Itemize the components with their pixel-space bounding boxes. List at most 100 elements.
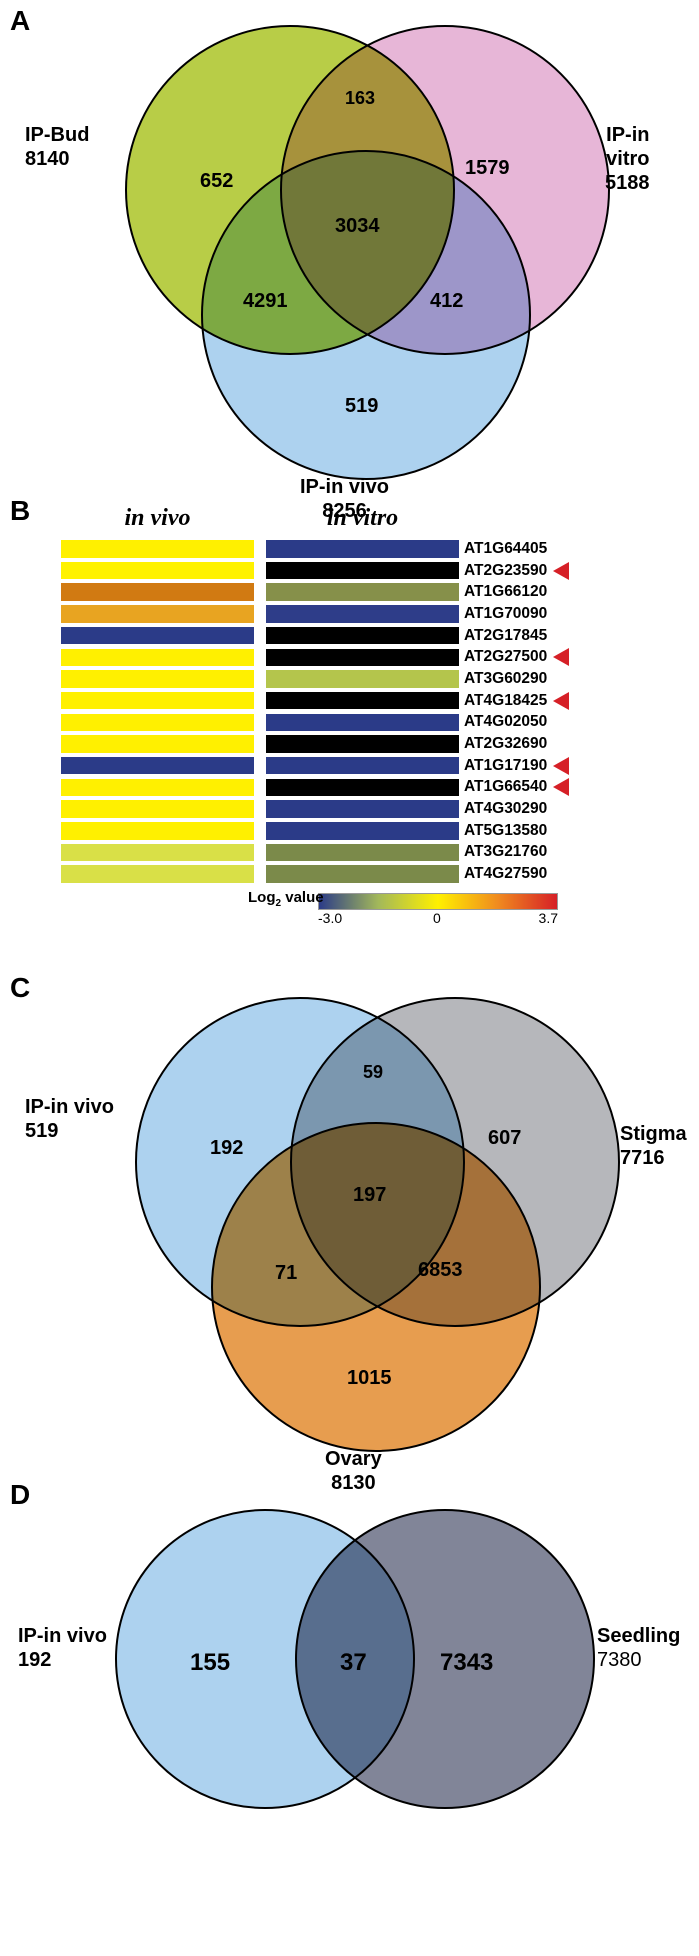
heatmap-legend: Log2 value -3.0 0 3.7	[248, 893, 508, 928]
heatmap-cell-invivo	[60, 713, 255, 733]
heatmap-cell-invitro	[265, 756, 460, 776]
venn-count: 163	[345, 88, 375, 109]
heatmap-row: AT1G17190	[60, 755, 680, 777]
panel-c-label: C	[10, 972, 30, 1004]
heatmap-cell-invitro	[265, 648, 460, 668]
heatmap-cell-invivo	[60, 626, 255, 646]
heatmap-rows: AT1G64405 AT2G23590 AT1G66120 AT1G70090 AT2G…	[60, 538, 680, 885]
legend-ticks: -3.0 0 3.7	[318, 910, 558, 928]
venn-d: 155377343IP-in vivo192Seedling7380	[100, 1494, 600, 1824]
panel-b: B in vivo in vitro AT1G64405AT2G23590AT1…	[0, 495, 699, 967]
heatmap-cell-invitro	[265, 821, 460, 841]
venn-count: 607	[488, 1127, 521, 1150]
heatmap-cell-invivo	[60, 864, 255, 884]
venn-count: 412	[430, 290, 463, 313]
heatmap-row: AT2G17845	[60, 625, 680, 647]
heatmap-cell-invitro	[265, 582, 460, 602]
gene-id: AT1G66120	[464, 583, 547, 601]
gene-id: AT2G17845	[464, 627, 547, 645]
venn-c: 192596071977168531015IP-in vivo519Stigma…	[110, 987, 610, 1477]
heatmap-row: AT4G30290	[60, 798, 680, 820]
heatmap-cell-invitro	[265, 561, 460, 581]
heatmap-row: AT1G70090	[60, 603, 680, 625]
gene-id: AT2G32690	[464, 735, 547, 753]
heatmap-title-right: in vitro	[265, 505, 460, 532]
heatmap-row: AT1G66540	[60, 777, 680, 799]
gene-id: AT3G21760	[464, 843, 547, 861]
gene-id: AT1G64405	[464, 540, 547, 558]
venn-count: 1579	[465, 157, 510, 180]
heatmap-row: AT4G27590	[60, 863, 680, 885]
panel-a: A 652163157930344291412519IP-Bud8140IP-i…	[0, 0, 699, 495]
venn-count: 71	[275, 1262, 297, 1285]
legend-gradient	[318, 893, 558, 910]
venn-label: IP-in vivo192	[18, 1624, 107, 1672]
heatmap-cell-invitro	[265, 669, 460, 689]
heatmap-cell-invitro	[265, 843, 460, 863]
heatmap-cell-invivo	[60, 561, 255, 581]
heatmap-title-left: in vivo	[60, 505, 255, 532]
gene-id: AT1G66540	[464, 778, 547, 796]
venn-count: 37	[340, 1649, 367, 1677]
heatmap-cell-invivo	[60, 582, 255, 602]
heatmap-cell-invitro	[265, 799, 460, 819]
highlight-triangle-icon	[553, 692, 569, 710]
gene-id: AT4G27590	[464, 865, 547, 883]
venn-count: 652	[200, 170, 233, 193]
panel-d-label: D	[10, 1479, 30, 1511]
heatmap-cell-invitro	[265, 778, 460, 798]
heatmap-cell-invitro	[265, 626, 460, 646]
heatmap-cell-invitro	[265, 691, 460, 711]
gene-id: AT3G60290	[464, 670, 547, 688]
heatmap-cell-invivo	[60, 648, 255, 668]
heatmap-row: AT3G21760	[60, 842, 680, 864]
gene-id: AT4G30290	[464, 800, 547, 818]
heatmap-row: AT1G66120	[60, 581, 680, 603]
heatmap-cell-invivo	[60, 539, 255, 559]
heatmap-cell-invivo	[60, 604, 255, 624]
heatmap-cell-invitro	[265, 713, 460, 733]
venn-count: 197	[353, 1184, 386, 1207]
venn-count: 3034	[335, 215, 380, 238]
venn-count: 519	[345, 395, 378, 418]
venn-count: 4291	[243, 290, 288, 313]
heatmap-cell-invivo	[60, 778, 255, 798]
venn-circle-ovary	[211, 1122, 541, 1452]
gene-id: AT1G70090	[464, 605, 547, 623]
heatmap-cell-invivo	[60, 669, 255, 689]
highlight-triangle-icon	[553, 778, 569, 796]
heatmap-row: AT2G23590	[60, 560, 680, 582]
panel-d: D 155377343IP-in vivo192Seedling7380	[0, 1479, 699, 1829]
gene-id: AT2G27500	[464, 648, 547, 666]
venn-count: 155	[190, 1649, 230, 1677]
heatmap-cell-invitro	[265, 864, 460, 884]
heatmap-row: AT1G64405	[60, 538, 680, 560]
venn-count: 1015	[347, 1367, 392, 1390]
heatmap-cell-invitro	[265, 539, 460, 559]
panel-a-label: A	[10, 5, 30, 37]
heatmap-cell-invitro	[265, 734, 460, 754]
gene-id: AT1G17190	[464, 757, 547, 775]
gene-id: AT2G23590	[464, 562, 547, 580]
venn-count: 6853	[418, 1259, 463, 1282]
venn-label: IP-in vitro5188	[605, 123, 650, 195]
heatmap: in vivo in vitro AT1G64405AT2G23590AT1G6…	[60, 505, 680, 885]
highlight-triangle-icon	[553, 562, 569, 580]
heatmap-cell-invivo	[60, 843, 255, 863]
heatmap-cell-invivo	[60, 756, 255, 776]
highlight-triangle-icon	[553, 757, 569, 775]
venn-label: Seedling7380	[597, 1624, 680, 1672]
heatmap-row: AT5G13580	[60, 820, 680, 842]
heatmap-row: AT4G18425	[60, 690, 680, 712]
venn-circle-invivo	[201, 150, 531, 480]
highlight-triangle-icon	[553, 648, 569, 666]
heatmap-cell-invivo	[60, 734, 255, 754]
heatmap-cell-invivo	[60, 691, 255, 711]
venn-count: 59	[363, 1062, 383, 1083]
heatmap-row: AT2G32690	[60, 733, 680, 755]
heatmap-row: AT3G60290	[60, 668, 680, 690]
venn-label: IP-in vivo519	[25, 1095, 114, 1143]
gene-id: AT5G13580	[464, 822, 547, 840]
heatmap-cell-invivo	[60, 799, 255, 819]
heatmap-row: AT4G02050	[60, 712, 680, 734]
